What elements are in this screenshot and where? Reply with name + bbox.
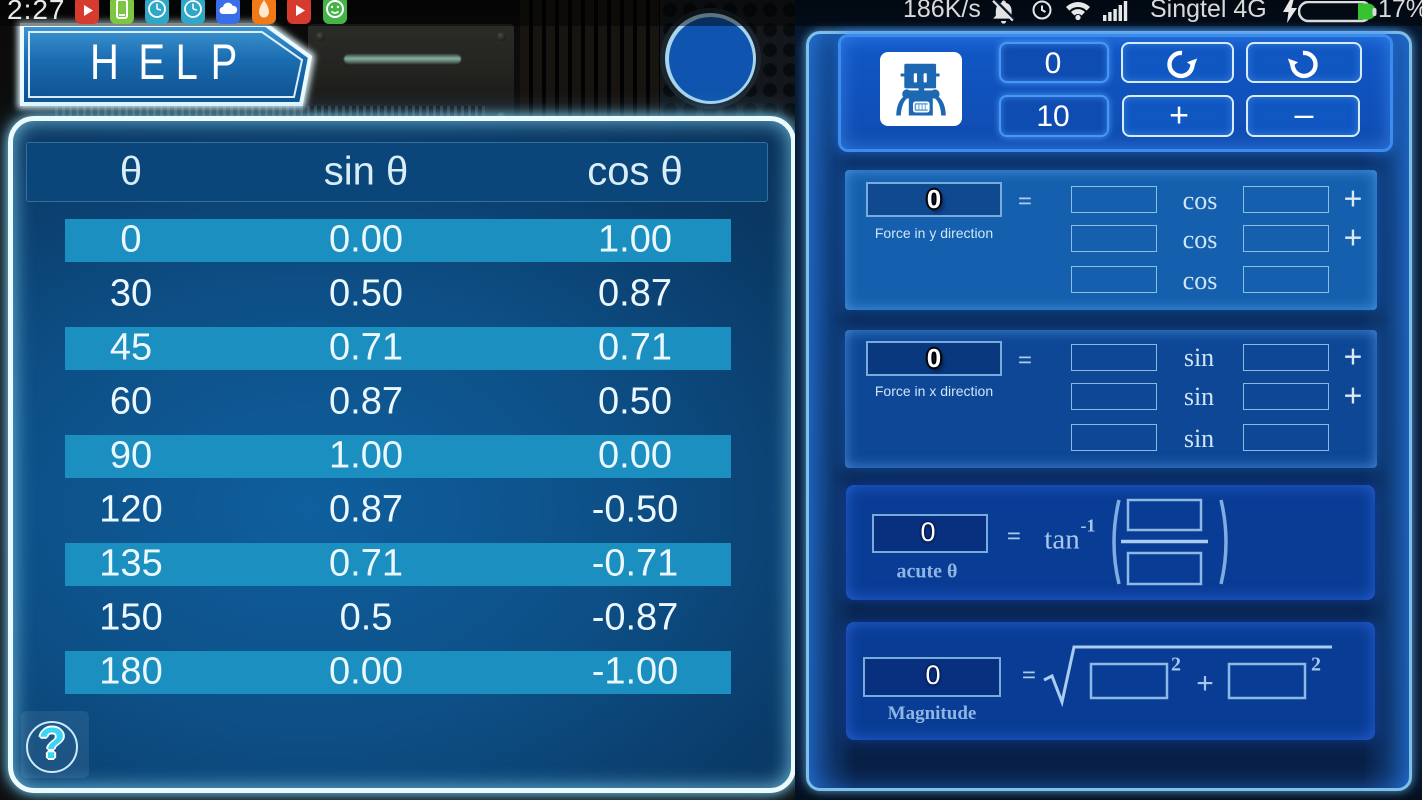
svg-text:L: L xyxy=(176,34,198,90)
svg-text:H: H xyxy=(90,34,119,90)
svg-text:E: E xyxy=(138,34,165,90)
svg-text:P: P xyxy=(211,34,238,90)
